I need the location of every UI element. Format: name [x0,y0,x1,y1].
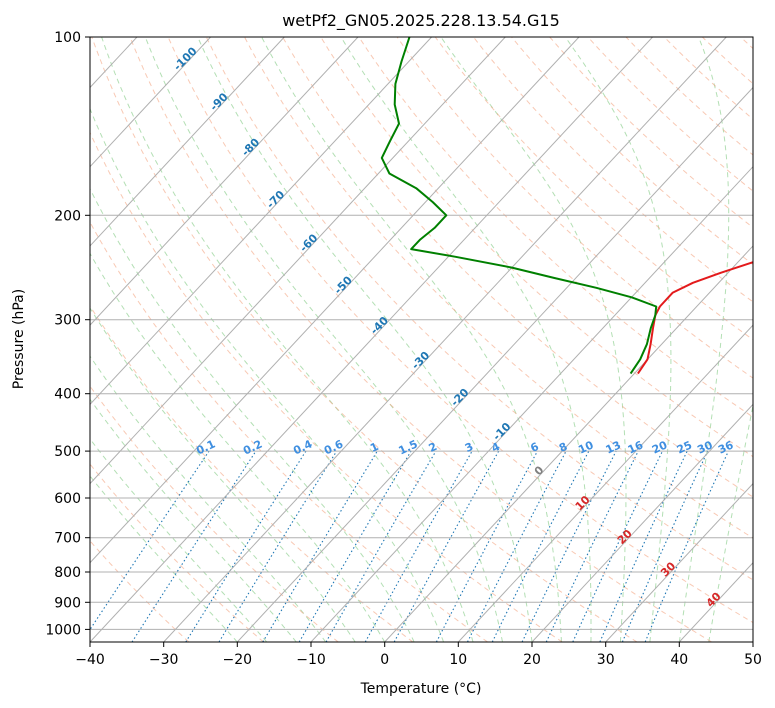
y-tick-label: 400 [54,387,81,403]
x-axis: −40 −30 −20 −10 0 10 20 30 40 50 [75,642,762,668]
mixing-ratio-line [218,450,338,642]
mixing-ratio-line [521,450,617,642]
mixing-ratio-label: 36 [716,438,736,456]
isotherm-line [90,37,285,247]
isotherm-line [236,86,753,642]
isotherm-line [605,482,753,642]
dry-adiabat [205,37,753,581]
dry-adiabat [90,305,414,642]
moist-adiabat [708,403,753,642]
y-axis: 100 200 300 400 500 600 700 800 900 1000 [45,30,90,638]
x-axis-label: Temperature (°C) [360,681,482,697]
moist-adiabat [144,37,503,642]
moist-adiabat [678,37,730,642]
moist-adiabat [261,37,562,642]
x-tick-label: −30 [149,652,179,668]
moist-adiabat [90,307,356,642]
moist-adiabat [197,37,533,642]
dry-adiabat [434,37,753,341]
y-tick-label: 900 [54,595,81,611]
plot-frame [89,36,754,643]
isotherm-gridlines [90,37,753,642]
moist-adiabat [440,37,627,642]
mixing-ratio-label: 25 [675,438,694,456]
mixing-ratio-label: 16 [626,438,646,456]
isotherm-line [163,37,727,642]
y-tick-label: 100 [54,30,81,46]
moist-adiabat [90,187,415,642]
mixing-ratio-line [131,450,257,642]
dewpoint-profile-line [380,37,658,375]
chart-title: wetPf2_GN05.2025.228.13.54.G15 [282,11,560,31]
x-tick-label: 0 [380,652,389,668]
dry-adiabat [90,463,264,642]
y-tick-label: 1000 [45,622,81,638]
x-tick-label: −40 [75,652,105,668]
isotherm-line [384,245,753,642]
isotherm-line [531,403,753,642]
sounding-profiles [380,37,753,375]
x-tick-label: 40 [670,652,688,668]
isotherm-line [310,165,753,642]
y-tick-label: 600 [54,491,81,507]
x-tick-label: 50 [744,652,762,668]
y-tick-label: 200 [54,208,81,224]
dry-adiabat [167,37,753,624]
y-axis-label: Pressure (hPa) [11,289,27,389]
isotherm-line [90,37,506,485]
dry-adiabat [358,37,753,418]
mixing-ratio-line [90,450,210,631]
y-tick-label: 500 [54,444,81,460]
y-tick-label: 300 [54,313,81,329]
mixing-ratio-line [435,450,538,642]
x-tick-label: 30 [597,652,615,668]
mixing-ratio-label: 10 [576,438,596,456]
dry-adiabat [243,37,753,539]
dry-adiabat [90,131,563,642]
x-tick-label: 20 [523,652,541,668]
mixing-ratio-line [185,450,307,642]
y-tick-label: 700 [54,531,81,547]
moist-adiabat [90,438,268,642]
moist-adiabat [340,37,592,642]
isotherm-line [90,37,580,564]
moist-adiabat [90,398,297,642]
dry-adiabats [90,37,753,642]
dry-adiabat [282,37,753,498]
dry-adiabat [90,221,488,642]
isotherm-line [90,37,359,326]
plot-area: -100-90-80-70-60-50-40-30-20-10010203040… [90,37,753,642]
dry-adiabat [472,37,753,303]
x-tick-label: −10 [296,652,326,668]
isotherm-line [90,37,211,168]
mixing-ratio-line [364,450,473,642]
moist-adiabat [90,107,445,642]
moist-adiabat [564,37,672,642]
mixing-ratio-line [393,450,500,642]
moist-adiabat [90,475,238,642]
moist-adiabats [90,37,753,642]
x-tick-label: −20 [223,652,253,668]
y-tick-label: 800 [54,565,81,581]
moist-adiabat [90,252,386,642]
isotherm-line [90,37,432,406]
isotherm-line [90,37,653,642]
mixing-ratio-line [621,450,709,642]
mixing-ratio-label: 20 [650,438,670,456]
moist-adiabat [101,37,474,642]
isotherm-line [457,324,753,642]
mixing-ratio-label: 13 [604,438,623,456]
mixing-ratio-label: 30 [695,438,715,456]
mixing-ratio-line [491,450,590,642]
x-tick-label: 10 [449,652,467,668]
